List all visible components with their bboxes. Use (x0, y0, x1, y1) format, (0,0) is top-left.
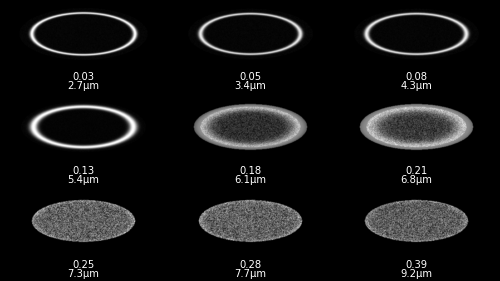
Text: 0.39: 0.39 (406, 260, 427, 270)
Text: 9.2μm: 9.2μm (400, 269, 432, 279)
Text: 3.4μm: 3.4μm (234, 81, 266, 91)
Text: 0.25: 0.25 (72, 260, 94, 270)
Text: 7.7μm: 7.7μm (234, 269, 266, 279)
Text: 2.7μm: 2.7μm (68, 81, 100, 91)
Text: 6.1μm: 6.1μm (234, 175, 266, 185)
Text: 0.05: 0.05 (239, 72, 261, 82)
Text: 7.3μm: 7.3μm (68, 269, 100, 279)
Text: 0.18: 0.18 (239, 166, 261, 176)
Text: 4.3μm: 4.3μm (401, 81, 432, 91)
Text: 0.08: 0.08 (406, 72, 427, 82)
Text: 5.4μm: 5.4μm (68, 175, 100, 185)
Text: 0.28: 0.28 (239, 260, 261, 270)
Text: 6.8μm: 6.8μm (400, 175, 432, 185)
Text: 0.21: 0.21 (406, 166, 428, 176)
Text: 0.03: 0.03 (72, 72, 94, 82)
Text: 0.13: 0.13 (72, 166, 94, 176)
